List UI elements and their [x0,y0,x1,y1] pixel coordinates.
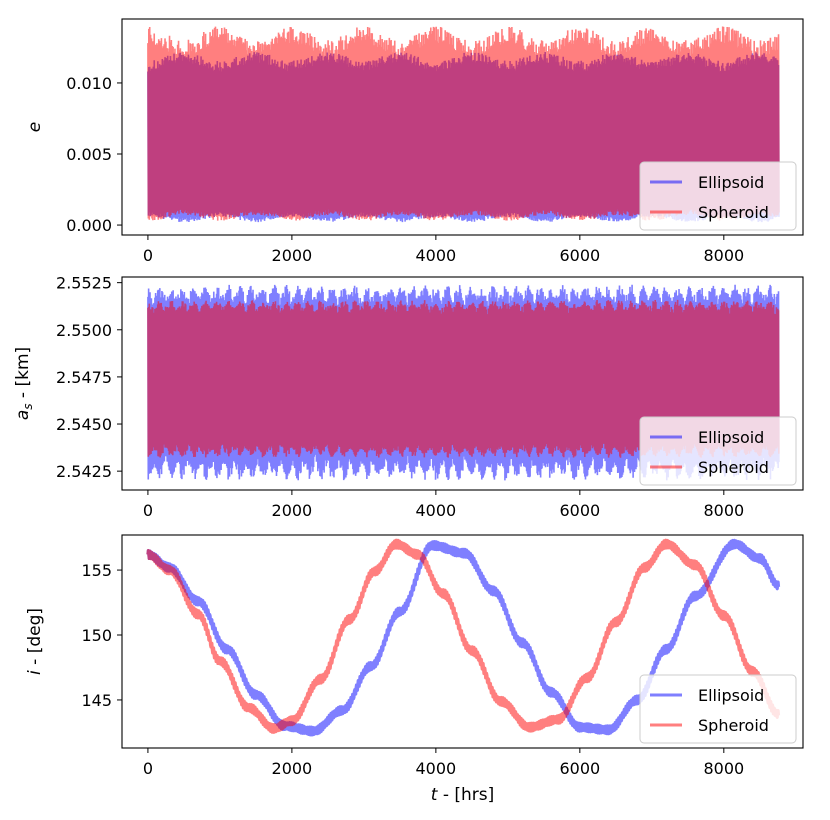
x-tick-label: 8000 [703,501,744,520]
y-axis-label: e [25,122,45,132]
y-tick-label: 150 [81,626,112,645]
y-tick-label: 2.5475 [56,368,112,387]
x-tick-label: 6000 [559,501,600,520]
x-tick-label: 4000 [416,246,457,265]
legend: Ellipsoid Spheroid [639,674,797,744]
y-tick-label: 145 [81,691,112,710]
x-tick-label: 0 [143,246,153,265]
y-tick-label: 155 [81,561,112,580]
axes-frame [121,18,804,236]
x-tick-label: 4000 [416,759,457,778]
y-axis-label: as - [km] [13,347,35,420]
y-tick-label: 0.000 [66,216,112,235]
y-tick-label: 0.010 [66,74,112,93]
series-ellipsoid-line [146,538,781,737]
legend-label-spheroid: Spheroid [698,203,769,222]
x-tick-label: 0 [143,501,153,520]
legend-label-ellipsoid: Ellipsoid [698,173,764,192]
y-tick-label: 2.5525 [56,274,112,293]
axes-frame [121,276,804,491]
x-tick-label: 0 [143,759,153,778]
plot-area [147,26,780,223]
x-tick-label: 6000 [559,759,600,778]
legend-label-spheroid: Spheroid [698,458,769,477]
plot-area [146,538,781,737]
series-spheroid-line [146,538,781,734]
panel-semi-major-axis: 0 2000 4000 6000 8000 2.5425 2.5450 2.5475 2.550… [13,274,804,520]
legend-label-ellipsoid: Ellipsoid [698,428,764,447]
legend: Ellipsoid Spheroid [639,416,797,486]
x-tick-label: 8000 [703,759,744,778]
x-tick-label: 4000 [416,501,457,520]
legend-label-ellipsoid: Ellipsoid [698,686,764,705]
y-tick-label: 2.5450 [56,415,112,434]
y-tick-label: 0.005 [66,145,112,164]
y-axis-label: i - [deg] [25,608,45,675]
y-tick-label: 2.5500 [56,321,112,340]
panel-inclination: 0 2000 4000 6000 8000 145 150 155 i - [deg] t - [… [25,534,804,805]
x-tick-label: 2000 [272,759,313,778]
x-tick-label: 6000 [559,246,600,265]
x-tick-label: 8000 [703,246,744,265]
x-tick-label: 2000 [272,246,313,265]
axes-frame [121,534,804,749]
x-axis-label: t - [hrs] [431,785,495,805]
panel-eccentricity: 0 2000 4000 6000 8000 0.000 0.005 0.010 e Ellipso… [25,18,804,265]
legend-label-spheroid: Spheroid [698,716,769,735]
x-tick-label: 2000 [272,501,313,520]
legend: Ellipsoid Spheroid [639,161,797,231]
series-spheroid-line [147,26,780,221]
y-tick-label: 2.5425 [56,462,112,481]
